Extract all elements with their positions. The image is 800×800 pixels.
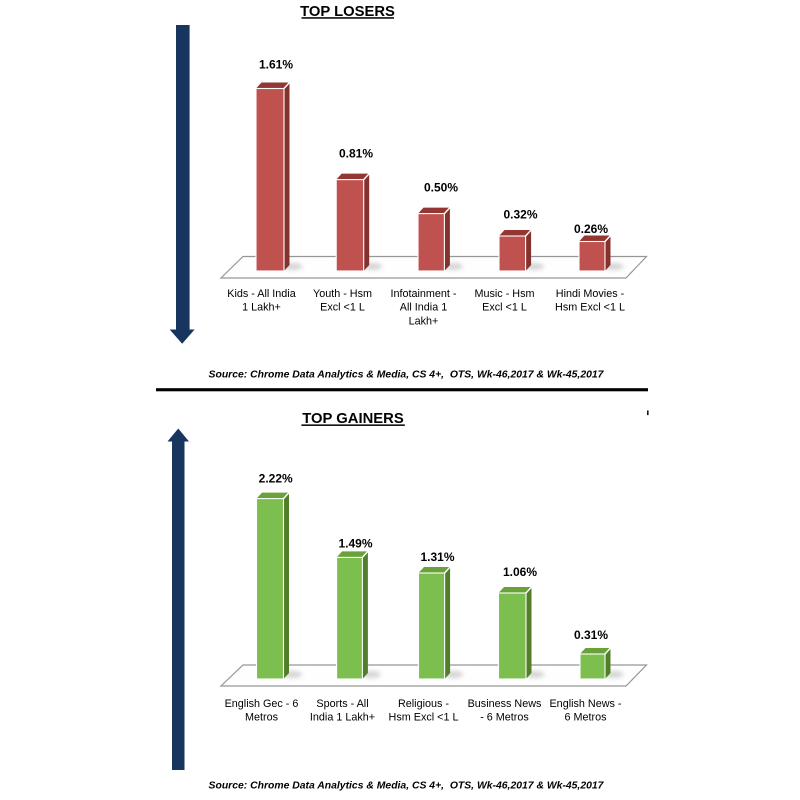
svg-text:0.81%: 0.81% bbox=[339, 146, 373, 160]
svg-text:Hsm Excl <1 L: Hsm Excl <1 L bbox=[555, 302, 625, 314]
svg-text:Source: Chrome Data Analytics: Source: Chrome Data Analytics & Media, C… bbox=[209, 781, 605, 792]
svg-text:0.26%: 0.26% bbox=[574, 222, 608, 236]
svg-text:Excl <1 L: Excl <1 L bbox=[482, 302, 527, 314]
svg-text:0.50%: 0.50% bbox=[424, 181, 458, 195]
svg-text:2.22%: 2.22% bbox=[259, 471, 293, 485]
svg-text:1.06%: 1.06% bbox=[503, 565, 537, 579]
svg-text:Metros: Metros bbox=[245, 712, 279, 724]
svg-text:1.31%: 1.31% bbox=[420, 550, 454, 564]
svg-text:1.61%: 1.61% bbox=[259, 57, 293, 71]
svg-text:1 Lakh+: 1 Lakh+ bbox=[242, 302, 281, 314]
svg-text:TOP LOSERS: TOP LOSERS bbox=[300, 4, 395, 20]
svg-text:Source: Chrome Data Analytics: Source: Chrome Data Analytics & Media, C… bbox=[209, 370, 605, 381]
svg-text:0.32%: 0.32% bbox=[503, 207, 537, 221]
svg-text:Business News: Business News bbox=[468, 698, 542, 710]
svg-text:Music - Hsm: Music - Hsm bbox=[475, 288, 535, 300]
svg-text:Youth - Hsm: Youth - Hsm bbox=[313, 288, 372, 300]
svg-text:English Gec - 6: English Gec - 6 bbox=[225, 698, 299, 710]
svg-text:Kids - All India: Kids - All India bbox=[227, 288, 295, 300]
svg-text:Lakh+: Lakh+ bbox=[409, 315, 439, 327]
svg-text:Hsm Excl <1 L: Hsm Excl <1 L bbox=[389, 712, 459, 724]
svg-text:- 6 Metros: - 6 Metros bbox=[480, 712, 529, 724]
svg-text:English News -: English News - bbox=[549, 698, 621, 710]
svg-text:Excl <1 L: Excl <1 L bbox=[320, 302, 365, 314]
svg-text:All India 1: All India 1 bbox=[400, 302, 447, 314]
svg-text:6 Metros: 6 Metros bbox=[564, 712, 607, 724]
svg-text:TOP GAINERS: TOP GAINERS bbox=[302, 411, 404, 427]
svg-text:0.31%: 0.31% bbox=[574, 628, 608, 642]
svg-text:Religious -: Religious - bbox=[398, 698, 449, 710]
svg-text:Infotainment -: Infotainment - bbox=[390, 288, 456, 300]
svg-text:Sports - All: Sports - All bbox=[316, 698, 368, 710]
svg-text:India 1 Lakh+: India 1 Lakh+ bbox=[310, 712, 375, 724]
svg-text:1.49%: 1.49% bbox=[338, 536, 372, 550]
svg-text:Hindi Movies -: Hindi Movies - bbox=[556, 288, 625, 300]
